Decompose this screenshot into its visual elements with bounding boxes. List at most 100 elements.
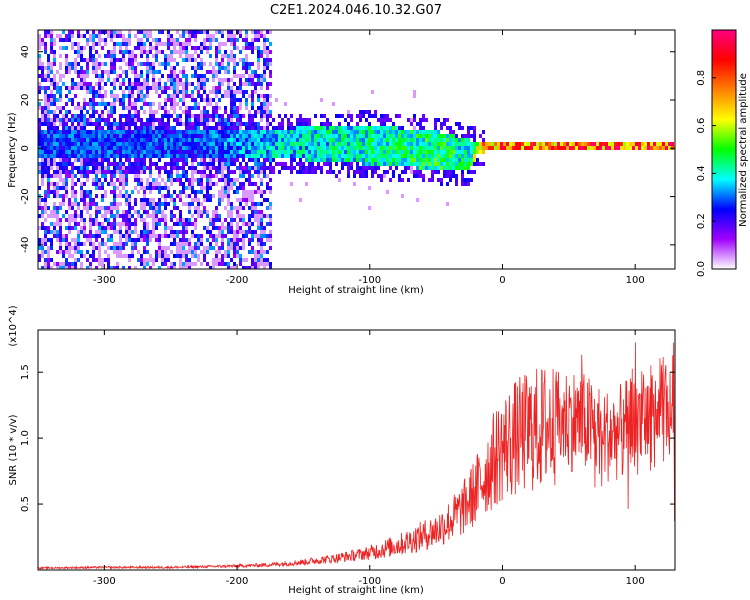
- heatmap-cell: [62, 178, 65, 182]
- heatmap-cell: [191, 54, 194, 58]
- heatmap-cell: [434, 126, 437, 130]
- heatmap-cell: [128, 134, 131, 138]
- heatmap-cell: [134, 210, 137, 214]
- heatmap-cell: [65, 134, 68, 138]
- heatmap-cell: [437, 130, 440, 134]
- heatmap-cell: [269, 218, 272, 222]
- heatmap-cell: [230, 242, 233, 246]
- heatmap-cell: [239, 198, 242, 202]
- heatmap-cell: [122, 150, 125, 154]
- heatmap-cell: [239, 134, 242, 138]
- heatmap-cell: [266, 94, 269, 98]
- heatmap-cell: [185, 130, 188, 134]
- heatmap-cell: [221, 138, 224, 142]
- heatmap-cell: [50, 146, 53, 150]
- heatmap-cell: [158, 62, 161, 66]
- heatmap-cell: [377, 146, 380, 150]
- heatmap-cell: [128, 90, 131, 94]
- heatmap-cell: [38, 102, 41, 106]
- heatmap-cell: [257, 50, 260, 54]
- heatmap-cell: [362, 166, 365, 170]
- heatmap-cell: [56, 194, 59, 198]
- heatmap-cell: [140, 230, 143, 234]
- heatmap-cell: [86, 134, 89, 138]
- heatmap-cell: [47, 130, 50, 134]
- heatmap-cell: [308, 118, 311, 122]
- heatmap-cell: [131, 150, 134, 154]
- heatmap-cell: [269, 42, 272, 46]
- heatmap-cell: [185, 258, 188, 262]
- heatmap-cell: [188, 30, 191, 34]
- heatmap-cell: [203, 126, 206, 130]
- heatmap-cell: [59, 194, 62, 198]
- heatmap-cell: [140, 126, 143, 130]
- heatmap-cell: [323, 114, 326, 118]
- heatmap-cell: [107, 170, 110, 174]
- heatmap-cell: [125, 226, 128, 230]
- x-tick-label: -100: [358, 275, 381, 286]
- heatmap-cell: [254, 182, 257, 186]
- heatmap-cell: [47, 154, 50, 158]
- heatmap-cell: [227, 134, 230, 138]
- heatmap-cell: [449, 142, 452, 146]
- heatmap-cell: [458, 166, 461, 170]
- heatmap-cell: [443, 122, 446, 126]
- heatmap-cell: [254, 146, 257, 150]
- heatmap-cell: [146, 122, 149, 126]
- heatmap-cell: [173, 94, 176, 98]
- heatmap-cell: [50, 266, 53, 269]
- heatmap-cell: [65, 178, 68, 182]
- heatmap-cell: [260, 262, 263, 266]
- heatmap-cell: [104, 178, 107, 182]
- heatmap-cell: [62, 122, 65, 126]
- heatmap-cell: [458, 146, 461, 150]
- heatmap-cell: [242, 142, 245, 146]
- heatmap-cell: [596, 146, 599, 150]
- heatmap-cell: [161, 254, 164, 258]
- heatmap-cell: [320, 150, 323, 154]
- heatmap-cell: [533, 146, 536, 150]
- heatmap-cell: [53, 206, 56, 210]
- heatmap-cell: [98, 122, 101, 126]
- heatmap-cell: [89, 86, 92, 90]
- heatmap-cell: [122, 58, 125, 62]
- heatmap-cell: [269, 58, 272, 62]
- heatmap-cell: [377, 138, 380, 142]
- heatmap-cell: [89, 54, 92, 58]
- heatmap-cell: [143, 154, 146, 158]
- heatmap-cell: [44, 86, 47, 90]
- colorbar-ticks: 0.00.20.40.60.8: [696, 70, 716, 277]
- heatmap-cell: [356, 166, 359, 170]
- heatmap-cell: [254, 134, 257, 138]
- heatmap-cell: [218, 246, 221, 250]
- heatmap-cell: [383, 154, 386, 158]
- heatmap-cell: [326, 150, 329, 154]
- heatmap-cell: [200, 66, 203, 70]
- heatmap-cell: [647, 142, 650, 146]
- heatmap-cell: [155, 206, 158, 210]
- heatmap-cell: [89, 58, 92, 62]
- heatmap-cell: [227, 146, 230, 150]
- heatmap-cell: [44, 98, 47, 102]
- heatmap-cell: [50, 38, 53, 42]
- heatmap-cell: [65, 86, 68, 90]
- heatmap-cell: [134, 70, 137, 74]
- heatmap-cell: [227, 114, 230, 118]
- heatmap-cell: [194, 134, 197, 138]
- heatmap-cell: [95, 210, 98, 214]
- heatmap-cell: [182, 202, 185, 206]
- heatmap-cell: [233, 110, 236, 114]
- heatmap-cell: [353, 182, 356, 186]
- heatmap-cell: [248, 150, 251, 154]
- heatmap-cell: [176, 246, 179, 250]
- heatmap-cell: [218, 218, 221, 222]
- heatmap-cell: [419, 118, 422, 122]
- heatmap-cell: [431, 178, 434, 182]
- heatmap-cell: [242, 38, 245, 42]
- heatmap-cell: [164, 126, 167, 130]
- heatmap-cell: [110, 94, 113, 98]
- heatmap-cell: [233, 34, 236, 38]
- heatmap-cell: [266, 126, 269, 130]
- heatmap-cell: [308, 158, 311, 162]
- heatmap-cell: [281, 118, 284, 122]
